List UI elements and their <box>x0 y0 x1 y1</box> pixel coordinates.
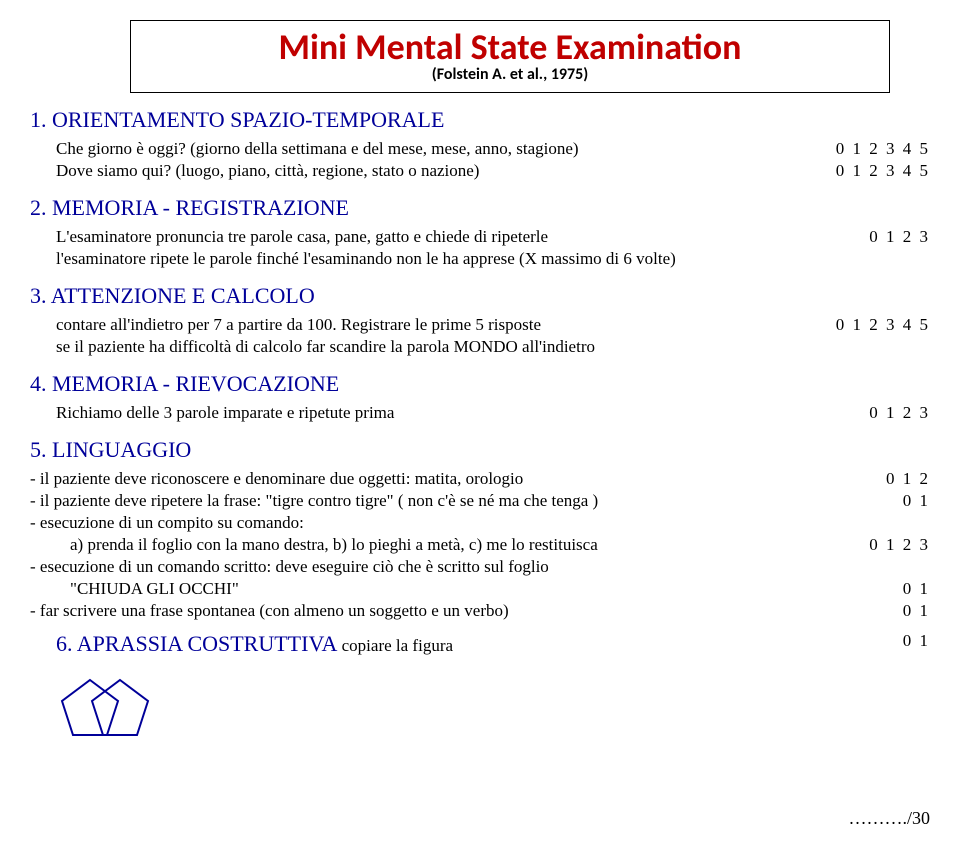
section-1-heading: 1. ORIENTAMENTO SPAZIO-TEMPORALE <box>30 107 930 133</box>
item-5e: - esecuzione di un comando scritto: deve… <box>30 557 930 577</box>
section-3-heading: 3. ATTENZIONE E CALCOLO <box>30 283 930 309</box>
item-5c-score <box>800 513 930 533</box>
item-5f-text: "CHIUDA GLI OCCHI" <box>70 579 800 599</box>
item-2a-text: L'esaminatore pronuncia tre parole casa,… <box>56 227 800 247</box>
section-6-heading: 6. APRASSIA COSTRUTTIVA <box>56 631 337 656</box>
section-4-heading: 4. MEMORIA - RIEVOCAZIONE <box>30 371 930 397</box>
title-subtitle: (Folstein A. et al., 1975) <box>151 65 869 84</box>
item-6-score: 0 1 <box>800 631 930 657</box>
item-3a: contare all'indietro per 7 a partire da … <box>30 315 930 335</box>
item-6-body: copiare la figura <box>337 636 453 655</box>
title-box: Mini Mental State Examination (Folstein … <box>130 20 890 93</box>
item-4a: Richiamo delle 3 parole imparate e ripet… <box>30 403 930 423</box>
item-3b-text: se il paziente ha difficoltà di calcolo … <box>56 337 800 357</box>
item-3b: se il paziente ha difficoltà di calcolo … <box>30 337 930 357</box>
item-1b: Dove siamo qui? (luogo, piano, città, re… <box>30 161 930 181</box>
pentagon-figure <box>60 675 930 748</box>
item-5g-text: - far scrivere una frase spontanea (con … <box>30 601 800 621</box>
item-2b-text: l'esaminatore ripete le parole finché l'… <box>56 249 800 269</box>
item-5a: - il paziente deve riconoscere e denomin… <box>30 469 930 489</box>
item-5a-score: 0 1 2 <box>800 469 930 489</box>
item-5d-text: a) prenda il foglio con la mano destra, … <box>70 535 800 555</box>
item-2b: l'esaminatore ripete le parole finché l'… <box>30 249 930 269</box>
item-1a-text: Che giorno è oggi? (giorno della settima… <box>56 139 800 159</box>
overlapping-pentagons-icon <box>60 675 152 743</box>
item-1b-score: 0 1 2 3 4 5 <box>800 161 930 181</box>
item-5e-score <box>800 557 930 577</box>
item-1a: Che giorno è oggi? (giorno della settima… <box>30 139 930 159</box>
item-5c-text: - esecuzione di un compito su comando: <box>30 513 800 533</box>
item-1b-text: Dove siamo qui? (luogo, piano, città, re… <box>56 161 800 181</box>
item-4a-score: 0 1 2 3 <box>800 403 930 423</box>
item-3b-score <box>800 337 930 357</box>
item-5e-text: - esecuzione di un comando scritto: deve… <box>30 557 800 577</box>
item-5f: "CHIUDA GLI OCCHI" 0 1 <box>30 579 930 599</box>
item-4a-text: Richiamo delle 3 parole imparate e ripet… <box>56 403 800 423</box>
item-5d: a) prenda il foglio con la mano destra, … <box>30 535 930 555</box>
item-5c: - esecuzione di un compito su comando: <box>30 513 930 533</box>
item-6-text: 6. APRASSIA COSTRUTTIVA copiare la figur… <box>56 631 800 657</box>
item-5b-score: 0 1 <box>800 491 930 511</box>
item-1a-score: 0 1 2 3 4 5 <box>800 139 930 159</box>
item-5b-text: - il paziente deve ripetere la frase: "t… <box>30 491 800 511</box>
section-5-heading: 5. LINGUAGGIO <box>30 437 930 463</box>
item-3a-text: contare all'indietro per 7 a partire da … <box>56 315 800 335</box>
item-5g-score: 0 1 <box>800 601 930 621</box>
section-2-heading: 2. MEMORIA - REGISTRAZIONE <box>30 195 930 221</box>
title-main: Mini Mental State Examination <box>151 25 869 69</box>
total-score: ………./30 <box>30 808 930 829</box>
item-2b-score <box>800 249 930 269</box>
item-2a-score: 0 1 2 3 <box>800 227 930 247</box>
item-5a-text: - il paziente deve riconoscere e denomin… <box>30 469 800 489</box>
item-2a: L'esaminatore pronuncia tre parole casa,… <box>30 227 930 247</box>
item-5g: - far scrivere una frase spontanea (con … <box>30 601 930 621</box>
item-5b: - il paziente deve ripetere la frase: "t… <box>30 491 930 511</box>
item-5d-score: 0 1 2 3 <box>800 535 930 555</box>
item-6: 6. APRASSIA COSTRUTTIVA copiare la figur… <box>30 631 930 657</box>
item-3a-score: 0 1 2 3 4 5 <box>800 315 930 335</box>
item-5f-score: 0 1 <box>800 579 930 599</box>
